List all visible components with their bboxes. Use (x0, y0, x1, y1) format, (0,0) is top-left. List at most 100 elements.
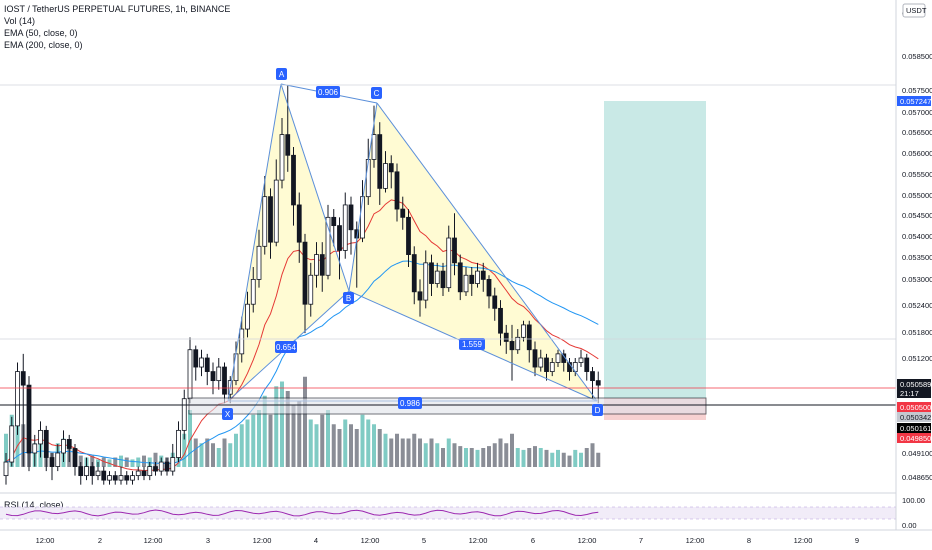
volume-bar (389, 438, 394, 467)
candle-body (555, 353, 561, 363)
candle-body (498, 307, 503, 334)
ema50-indicator-label[interactable]: EMA (50, close, 0) (4, 28, 78, 38)
candle-body (49, 457, 55, 467)
volume-bar (395, 433, 399, 467)
candle-body (164, 461, 170, 472)
volume-bar (291, 405, 296, 467)
candle-body (38, 429, 43, 445)
volume-bar (590, 443, 595, 467)
candle-body (279, 134, 285, 181)
candle-body (515, 336, 521, 351)
volume-bar (222, 438, 227, 467)
price-tick-label: 0.048650 (902, 473, 932, 482)
candle-body (193, 349, 199, 368)
candle-body (469, 274, 475, 284)
time-tick-label: 4 (314, 536, 318, 545)
candle-body (377, 134, 383, 189)
time-tick-label: 12:00 (469, 536, 488, 545)
volume-bar (584, 448, 589, 467)
volume-bar (216, 448, 221, 467)
currency-badge (902, 3, 926, 18)
pattern-point-label: C (374, 89, 380, 98)
candle-body (291, 154, 296, 206)
price-tick-label: 0.051200 (902, 354, 932, 363)
candle-body (423, 262, 429, 301)
candle-body (216, 366, 222, 382)
pattern-leg-ab (280, 83, 350, 292)
volume-bar (573, 449, 578, 467)
candle-body (544, 357, 549, 372)
candle-body (394, 171, 400, 210)
volume-bar (4, 433, 8, 467)
candle-body (9, 425, 15, 463)
pattern-overlay: X A B C D 0.906 0.654 1.559 0.986 (0, 68, 896, 420)
price-label-box (897, 412, 931, 422)
pattern-xab-triangle (228, 84, 349, 401)
rsi-indicator-label[interactable]: RSI (14, close) (4, 500, 64, 510)
candle-body (595, 380, 601, 386)
time-tick-label: 5 (422, 536, 426, 545)
price-tick-label: 0.056000 (902, 149, 932, 158)
candle-body (578, 357, 584, 363)
candle-body (239, 328, 245, 355)
pattern-ratio-badge (459, 338, 485, 350)
pattern-point-badge (592, 404, 603, 416)
volume-bar (377, 429, 382, 467)
time-tick-label: 12:00 (578, 536, 597, 545)
candle-body (141, 470, 147, 477)
candle-body (440, 270, 446, 289)
candle-body (181, 398, 187, 431)
volume-bar (308, 419, 313, 467)
price-label-box (897, 379, 931, 389)
volume-bar (101, 457, 106, 467)
ema200-line (5, 260, 599, 465)
ema50-line (5, 199, 599, 472)
volume-bar (320, 414, 325, 467)
volume-bar (142, 455, 146, 467)
candle-body (158, 461, 164, 472)
rsi-pane: 100.00 0.00 (0, 496, 925, 530)
price-label-value: 0.050500 (900, 403, 931, 412)
candle-body (371, 134, 377, 160)
candle-body (319, 254, 325, 276)
ema200-indicator-label[interactable]: EMA (200, close, 0) (4, 40, 83, 50)
candle-body (66, 439, 72, 449)
currency-badge-label: USDT (906, 6, 927, 15)
volume-bar (423, 443, 428, 467)
volume-bar (475, 449, 480, 467)
candle-body (107, 475, 112, 481)
time-tick-label: 12:00 (36, 536, 55, 545)
candle-body (89, 466, 95, 477)
volume-bar (188, 410, 192, 467)
candle-body (250, 278, 256, 305)
candle-body (314, 254, 319, 276)
entry-zone-box (188, 397, 707, 415)
candle-body (538, 357, 544, 368)
price-label-value: 0.057247 (900, 97, 931, 106)
pattern-bcd-triangle (349, 103, 597, 401)
candle-body (383, 163, 388, 189)
candle-body (509, 341, 515, 351)
volume-indicator-label[interactable]: Vol (14) (4, 16, 36, 26)
symbol-title[interactable]: IOST / TetherUS PERPETUAL FUTURES, 1h, B… (4, 4, 231, 14)
volume-bar (234, 433, 238, 467)
candle-body (222, 366, 227, 395)
volume-bar (366, 419, 371, 467)
candle-body (503, 332, 509, 342)
candle-body (130, 475, 135, 481)
volume-bar (567, 455, 572, 467)
volume-bar (515, 448, 520, 467)
price-label-value: 0.050589 (900, 380, 931, 389)
time-axis: 12:00 2 12:00 3 12:00 4 12:00 5 12:00 6 12:00 7 12:0… (36, 536, 859, 545)
price-tick-label: 0.056500 (902, 128, 932, 137)
volume-bar (303, 376, 307, 467)
candle-body (273, 179, 279, 243)
candle-body (486, 278, 492, 297)
candle-body (411, 254, 417, 293)
time-tick-label: 12:00 (686, 536, 705, 545)
candle-body (20, 371, 26, 386)
candle-body (296, 204, 302, 243)
candle-body (262, 196, 268, 247)
volume-bar (274, 386, 279, 467)
